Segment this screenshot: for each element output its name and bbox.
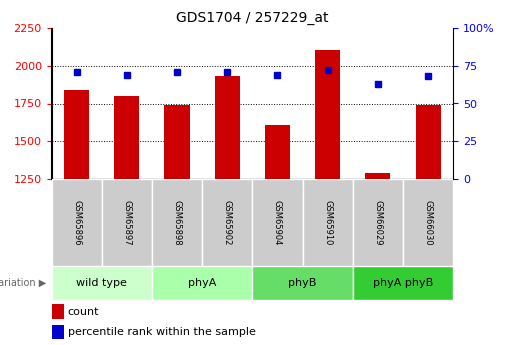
Bar xyxy=(202,179,252,266)
Bar xyxy=(315,50,340,179)
Text: count: count xyxy=(67,307,99,317)
Bar xyxy=(416,105,441,179)
Text: GSM65897: GSM65897 xyxy=(123,200,131,245)
Bar xyxy=(252,266,353,300)
Bar xyxy=(52,304,63,319)
Bar xyxy=(152,266,252,300)
Text: phyA phyB: phyA phyB xyxy=(373,278,433,288)
Bar xyxy=(102,179,152,266)
Bar xyxy=(365,173,390,179)
Bar xyxy=(265,125,290,179)
Text: phyA: phyA xyxy=(188,278,216,288)
Text: wild type: wild type xyxy=(76,278,127,288)
Bar xyxy=(303,179,353,266)
Bar xyxy=(152,179,202,266)
Bar xyxy=(252,179,303,266)
Text: GSM65902: GSM65902 xyxy=(223,200,232,245)
Text: GSM65898: GSM65898 xyxy=(173,200,181,245)
Text: GSM66030: GSM66030 xyxy=(424,200,433,245)
Bar xyxy=(215,76,240,179)
Text: percentile rank within the sample: percentile rank within the sample xyxy=(67,327,255,337)
Bar xyxy=(52,325,63,339)
Text: GSM65910: GSM65910 xyxy=(323,200,332,245)
Text: GSM66029: GSM66029 xyxy=(373,200,382,245)
Bar xyxy=(164,105,190,179)
Bar xyxy=(353,179,403,266)
Bar xyxy=(52,266,152,300)
Bar xyxy=(64,90,89,179)
Bar xyxy=(114,96,140,179)
Text: GSM65904: GSM65904 xyxy=(273,200,282,245)
Bar xyxy=(52,179,102,266)
Bar xyxy=(403,179,453,266)
Text: genotype/variation ▶: genotype/variation ▶ xyxy=(0,278,46,288)
Title: GDS1704 / 257229_at: GDS1704 / 257229_at xyxy=(176,11,329,25)
Bar xyxy=(353,266,453,300)
Text: phyB: phyB xyxy=(288,278,317,288)
Text: GSM65896: GSM65896 xyxy=(72,200,81,245)
